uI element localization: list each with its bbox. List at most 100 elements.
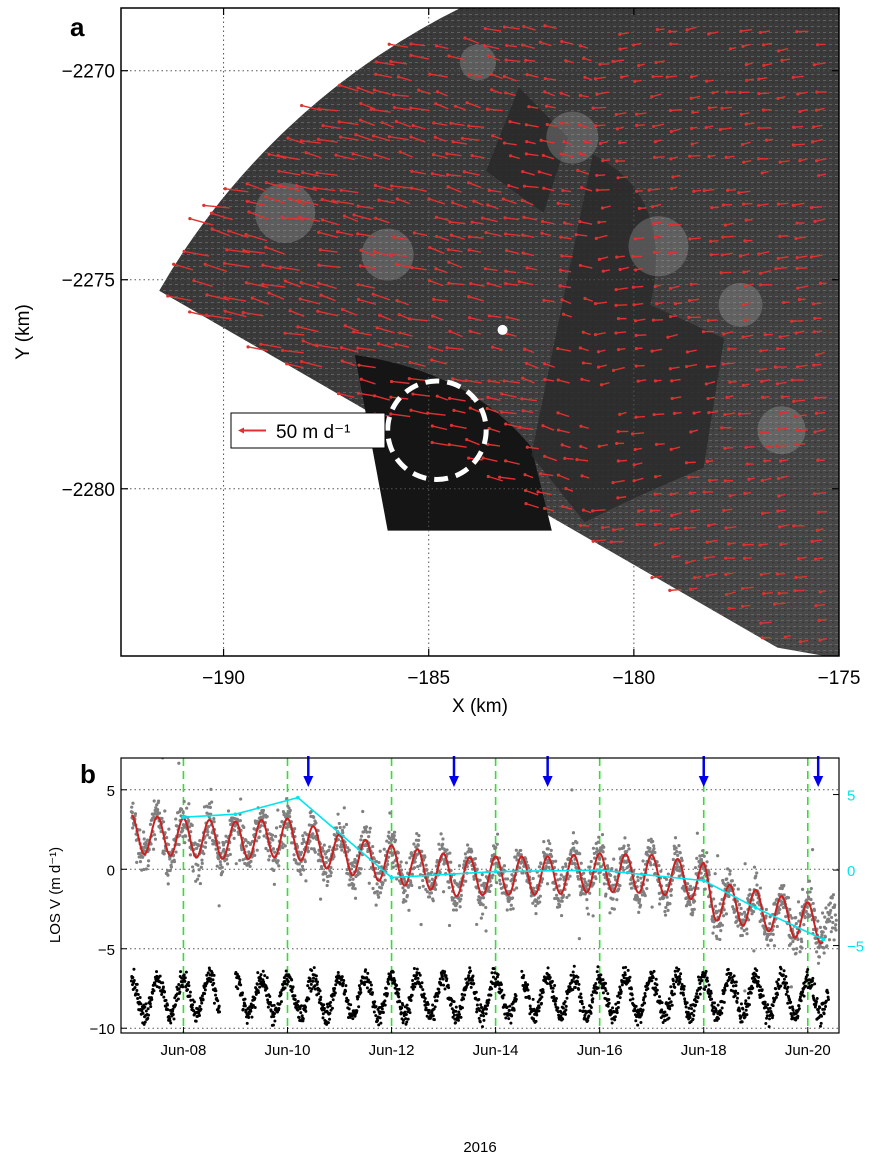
residual-point (437, 987, 441, 991)
residual-point (277, 1007, 281, 1011)
scatter-point (434, 883, 438, 887)
velocity-vector (492, 346, 504, 351)
velocity-vector-head (742, 160, 746, 164)
velocity-vector-head (777, 494, 781, 498)
velocity-vector (285, 280, 301, 288)
velocity-vector-head (687, 315, 691, 320)
scatter-point (582, 871, 586, 875)
residual-point (310, 969, 314, 973)
scatter-point (495, 832, 500, 836)
residual-point (247, 1016, 251, 1020)
velocity-vector-head (816, 43, 820, 47)
scatter-point (455, 901, 459, 906)
velocity-vector-head (814, 108, 819, 112)
residual-point (261, 969, 265, 973)
scatter-point (131, 801, 135, 805)
velocity-vector-head (615, 127, 619, 131)
scatter-point (196, 863, 200, 867)
residual-point (135, 982, 139, 986)
scatter-point (353, 857, 357, 862)
velocity-vector-head (601, 158, 605, 163)
velocity-vector-head (611, 368, 616, 372)
residual-point (315, 982, 319, 986)
velocity-vector-head (503, 216, 507, 220)
velocity-vector-head (395, 197, 399, 201)
scatter-point (359, 834, 364, 838)
velocity-vector-head (560, 504, 565, 509)
scatter-point (341, 830, 345, 835)
velocity-vector (448, 261, 463, 269)
scatter-point (225, 857, 229, 861)
scatter-point (803, 915, 807, 920)
velocity-vector-head (776, 476, 780, 481)
scatter-point (206, 824, 211, 829)
scatter-point (418, 864, 422, 868)
residual-point (403, 1010, 407, 1014)
scatter-point (392, 833, 396, 838)
velocity-vector (318, 282, 337, 290)
residual-point (577, 987, 581, 991)
velocity-vector-head (505, 43, 509, 47)
velocity-vector (499, 476, 516, 480)
residual-point (480, 1005, 484, 1009)
velocity-vector (760, 621, 772, 624)
velocity-vector-head (738, 90, 742, 95)
velocity-vector-head (758, 349, 763, 353)
residual-point (212, 981, 216, 985)
velocity-vector-head (223, 187, 227, 191)
velocity-vector (225, 310, 247, 318)
scatter-point (194, 879, 198, 883)
residual-point (523, 981, 527, 985)
scatter-point (421, 878, 425, 883)
residual-point (552, 997, 556, 1001)
velocity-vector-head (650, 349, 654, 353)
scatter-point (618, 847, 622, 851)
velocity-vector-head (451, 140, 455, 144)
velocity-vector-head (777, 427, 781, 431)
scatter-point (329, 865, 333, 870)
residual-point (444, 974, 448, 978)
velocity-vector (653, 123, 665, 128)
residual-point (178, 990, 182, 994)
velocity-vector-head (351, 152, 355, 156)
scatter-point (142, 867, 146, 872)
velocity-vector-head (684, 461, 689, 465)
velocity-vector (412, 124, 426, 130)
scatter-point (130, 805, 134, 809)
velocity-vector-head (685, 28, 689, 32)
velocity-vector (816, 158, 827, 162)
scatter-point (163, 809, 167, 813)
scatter-point (799, 937, 803, 941)
residual-point (432, 1007, 436, 1011)
velocity-vector-head (775, 444, 779, 448)
scatter-point (677, 844, 681, 848)
scatter-point (464, 879, 468, 883)
velocity-vector-head (339, 346, 344, 350)
velocity-vector-head (543, 76, 547, 81)
velocity-vector-head (611, 59, 615, 64)
velocity-vector-head (408, 360, 412, 365)
velocity-vector-head (396, 75, 401, 79)
velocity-vector (453, 141, 467, 145)
residual-point (381, 1010, 385, 1014)
residual-point (321, 1016, 325, 1020)
velocity-vector (451, 424, 467, 429)
scatter-point (596, 840, 600, 844)
velocity-vector (685, 526, 696, 529)
velocity-vector (505, 233, 521, 237)
scatter-point (375, 889, 379, 894)
velocity-vector-head (578, 346, 582, 350)
scatter-point (558, 877, 562, 881)
scatter-point (238, 858, 242, 862)
residual-point (420, 981, 424, 985)
scatter-point (586, 912, 591, 916)
residual-point (340, 975, 344, 979)
scatter-point (764, 914, 768, 918)
velocity-vector-head (652, 250, 657, 255)
residual-point (364, 968, 368, 972)
residual-point (173, 1003, 177, 1007)
velocity-vector (506, 59, 521, 63)
scatter-point (769, 938, 773, 942)
velocity-vector-head (356, 391, 361, 395)
scatter-point (479, 916, 483, 920)
